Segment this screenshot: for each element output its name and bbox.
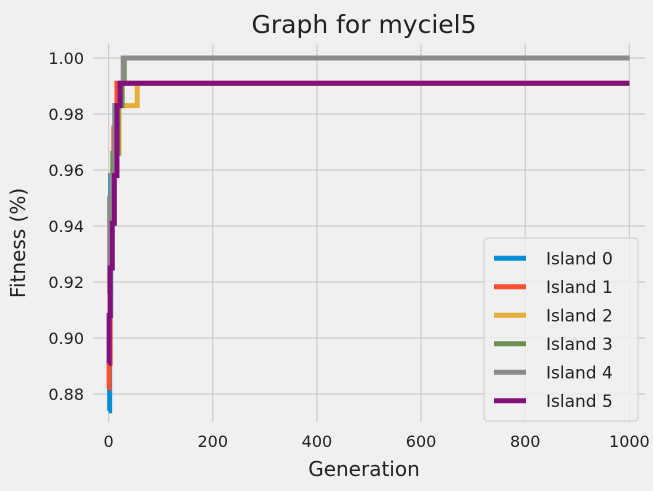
y-tick-label: 0.94 xyxy=(48,217,84,236)
legend-label: Island 4 xyxy=(546,363,613,383)
y-axis-title: Fitness (%) xyxy=(6,188,30,298)
y-tick-label: 0.90 xyxy=(48,329,84,348)
grid xyxy=(93,44,645,422)
x-tick-label: 200 xyxy=(198,432,229,451)
legend-box xyxy=(483,237,639,422)
legend-label: Island 0 xyxy=(546,249,613,269)
y-tick-label: 0.92 xyxy=(48,273,84,292)
series-line-island-5 xyxy=(106,80,630,366)
x-tick-label: 600 xyxy=(406,432,437,451)
y-tick-label: 0.88 xyxy=(48,385,84,404)
legend-label: Island 1 xyxy=(546,278,613,298)
x-tick-label: 800 xyxy=(510,432,541,451)
y-tick-label: 0.98 xyxy=(48,105,84,124)
legend-label: Island 5 xyxy=(546,392,613,412)
x-tick-label: 400 xyxy=(302,432,333,451)
legend: Island 0 Island 1 Island 2 Island 3 Island 4… xyxy=(483,237,639,422)
x-tick-label: 1000 xyxy=(609,432,650,451)
legend-label: Island 2 xyxy=(546,306,613,326)
y-tick-label: 1.00 xyxy=(48,49,84,68)
legend-label: Island 3 xyxy=(546,335,613,355)
y-tick-label: 0.96 xyxy=(48,161,84,180)
x-axis-title: Generation xyxy=(308,457,420,481)
chart-title: Graph for myciel5 xyxy=(251,10,476,39)
tick-labels: 0 200 400 600 800 1000 0.88 0.90 0.92 0.94 0.96 0.9… xyxy=(48,49,649,451)
x-tick-label: 0 xyxy=(104,432,114,451)
series-lines xyxy=(106,55,630,414)
